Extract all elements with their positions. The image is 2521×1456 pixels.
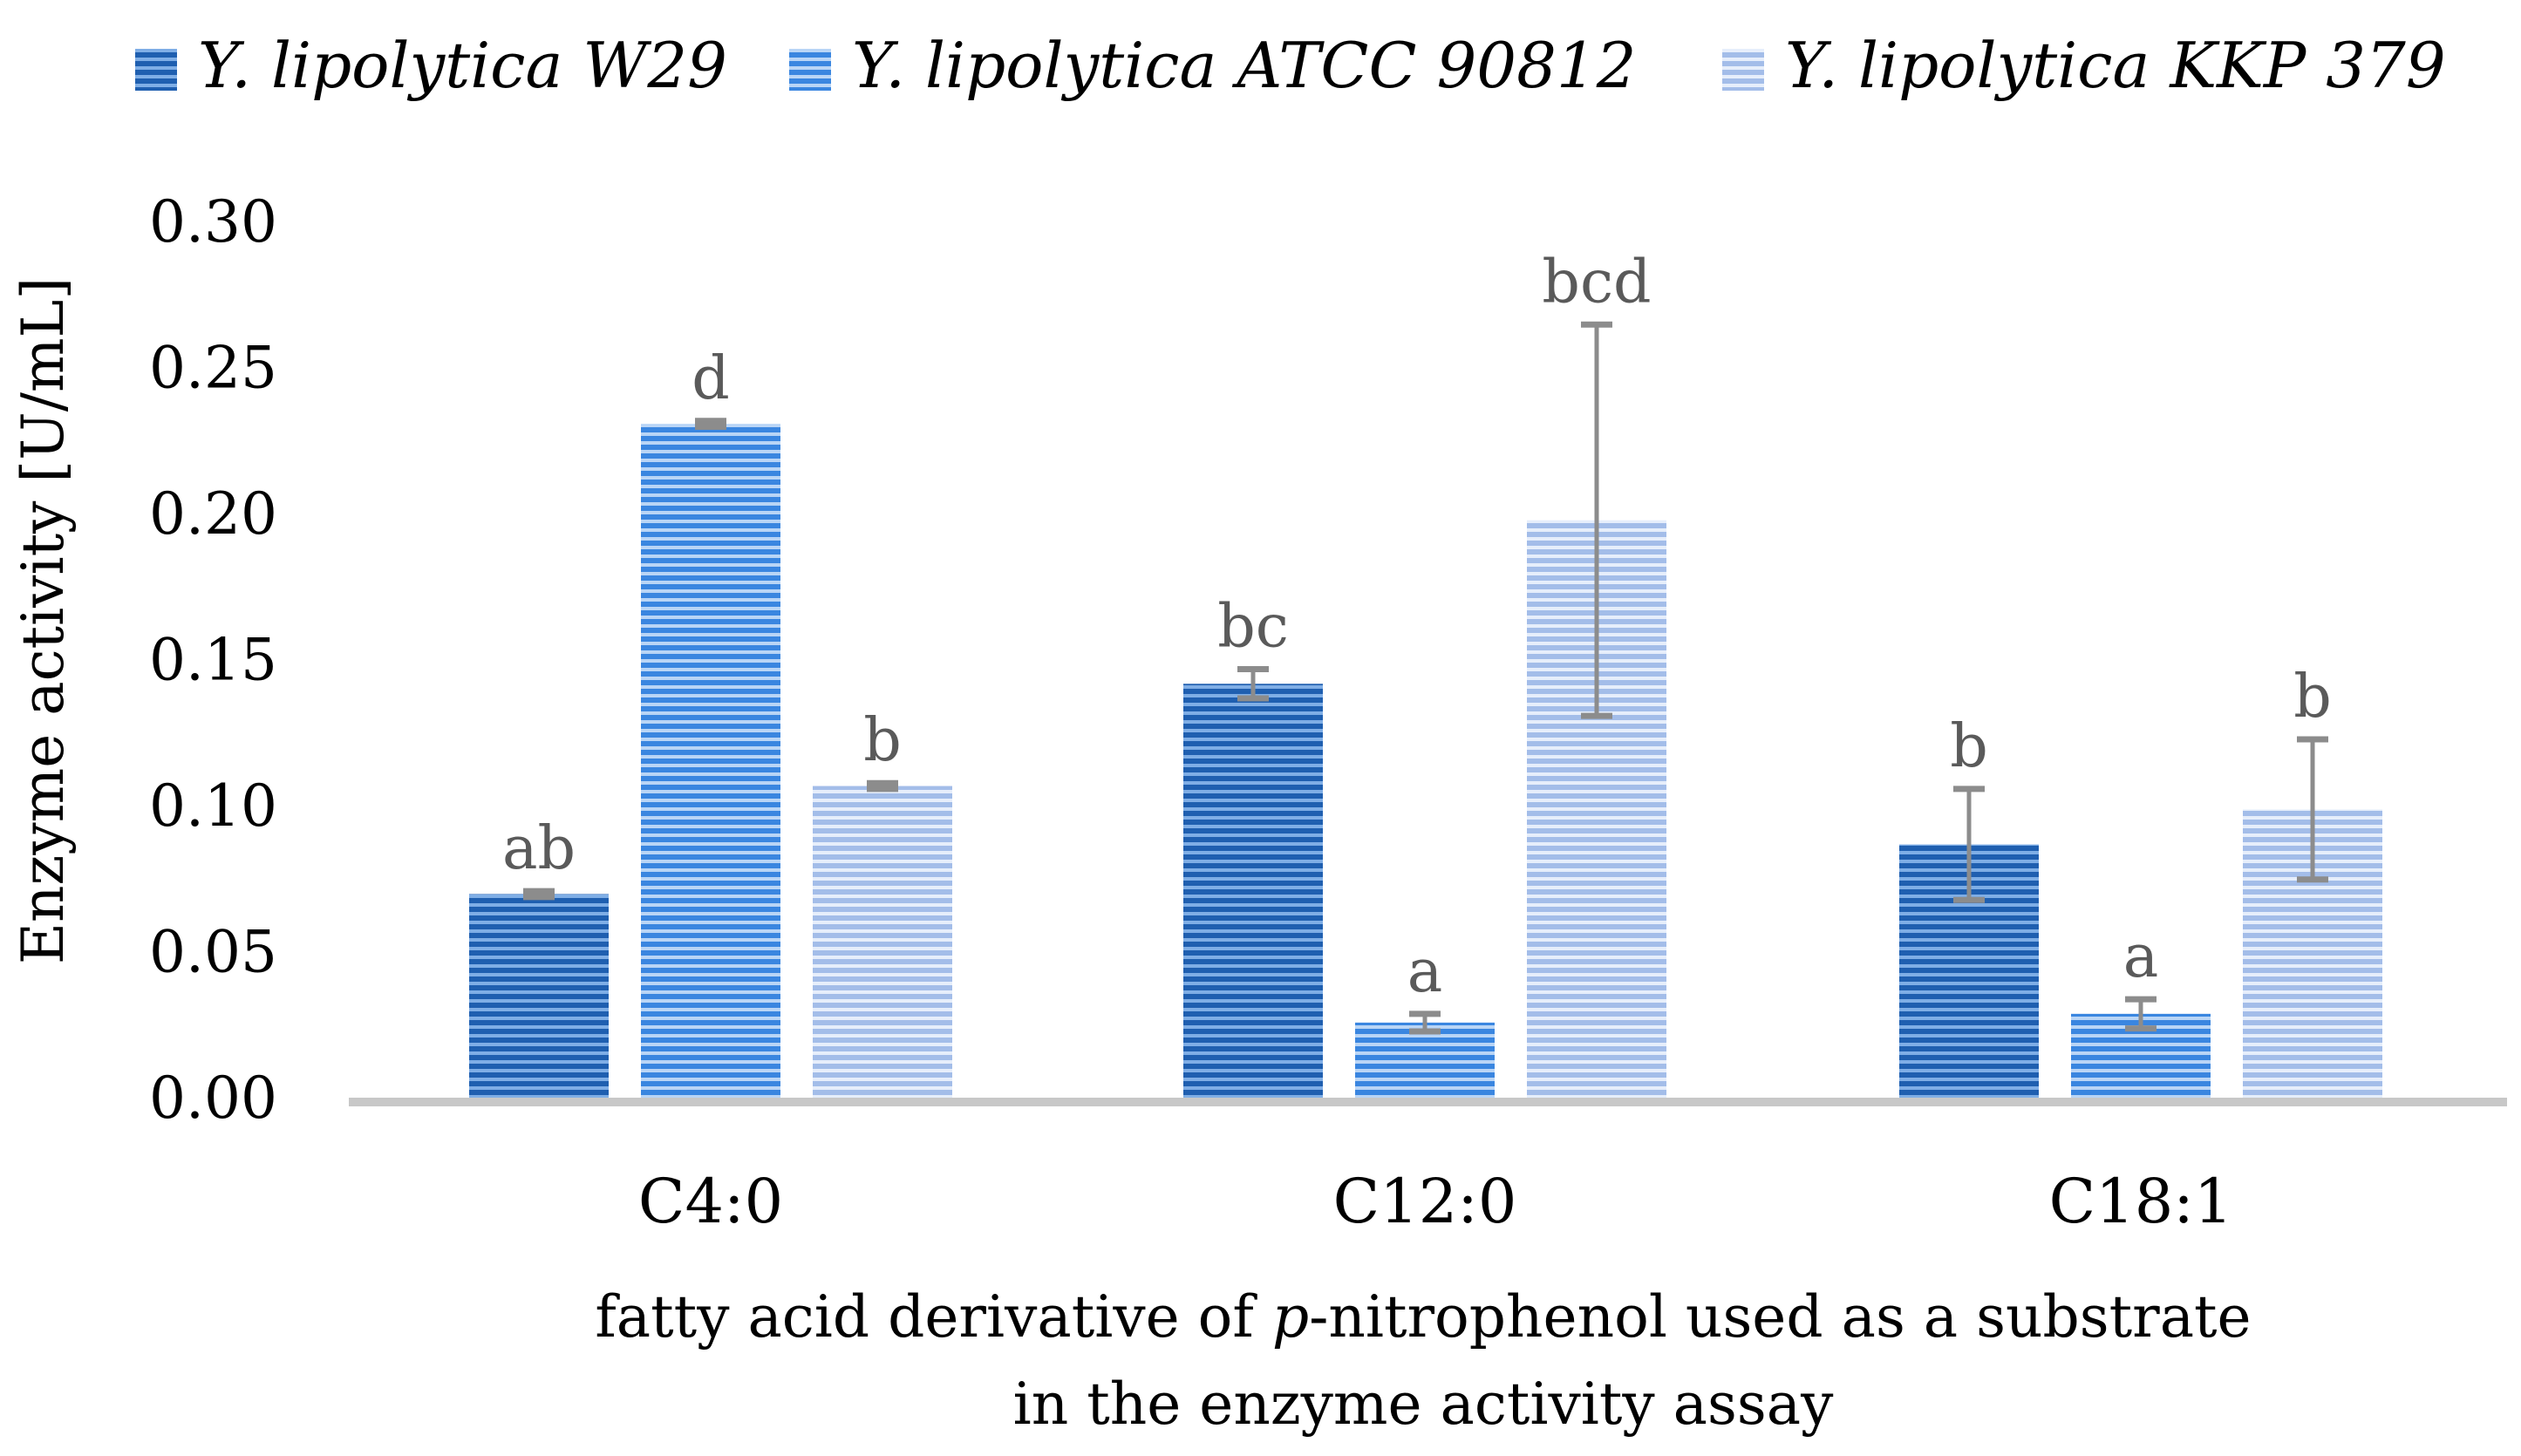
y-tick-label: 0.00 bbox=[149, 1065, 277, 1132]
x-axis-title-line2: in the enzyme activity assay bbox=[1013, 1371, 1834, 1438]
significance-label: bcd bbox=[1542, 248, 1651, 316]
error-bar bbox=[1581, 321, 1612, 719]
significance-label: a bbox=[2123, 922, 2159, 991]
legend-label: Y. lipolytica ATCC 90812 bbox=[852, 29, 1637, 102]
x-tick-label: C4:0 bbox=[638, 1166, 783, 1237]
x-axis-title-part1: fatty acid derivative of bbox=[595, 1283, 1271, 1351]
y-tick-label: 0.30 bbox=[149, 188, 277, 255]
bar bbox=[469, 894, 609, 1099]
legend-item: Y. lipolytica W29 bbox=[135, 29, 727, 102]
legend-swatch bbox=[135, 49, 177, 91]
legend-item: Y. lipolytica KKP 379 bbox=[1722, 29, 2446, 102]
y-tick-label: 0.15 bbox=[149, 627, 277, 694]
bar bbox=[1183, 684, 1323, 1099]
legend: Y. lipolytica W29 Y. lipolytica ATCC 9081… bbox=[135, 29, 2446, 102]
error-bar bbox=[867, 779, 898, 793]
legend-item: Y. lipolytica ATCC 90812 bbox=[789, 29, 1637, 102]
significance-label: ab bbox=[502, 814, 576, 883]
y-axis-title: Enzyme activity [U/mL] bbox=[10, 277, 77, 964]
x-axis-title-line1: fatty acid derivative of p-nitrophenol u… bbox=[595, 1283, 2251, 1351]
error-bar bbox=[695, 418, 726, 430]
error-bar bbox=[523, 888, 555, 901]
bar-group: ab d b bbox=[469, 344, 952, 1099]
y-tick-label: 0.20 bbox=[149, 480, 277, 548]
x-axis-title-italic: p bbox=[1272, 1283, 1309, 1351]
x-axis: C4:0 C12:0 C18:1 bbox=[349, 1098, 2507, 1237]
bar bbox=[641, 424, 780, 1099]
x-tick-label: C18:1 bbox=[2049, 1166, 2233, 1237]
error-bar bbox=[2297, 736, 2328, 883]
error-bar bbox=[1409, 1010, 1441, 1035]
legend-swatch bbox=[789, 49, 831, 91]
y-tick-label: 0.25 bbox=[149, 335, 277, 402]
bar-group: bc a bcd bbox=[1183, 248, 1666, 1099]
significance-label: bc bbox=[1217, 593, 1289, 662]
bar-group: b a b bbox=[1899, 663, 2382, 1099]
y-tick-label: 0.10 bbox=[149, 772, 277, 840]
significance-label: a bbox=[1407, 937, 1443, 1006]
significance-label: b bbox=[2293, 663, 2332, 731]
significance-label: b bbox=[863, 706, 902, 775]
bar bbox=[1355, 1022, 1495, 1099]
x-axis-title-part2: -nitrophenol used as a substrate bbox=[1309, 1283, 2252, 1351]
x-tick-label: C12:0 bbox=[1333, 1166, 1517, 1237]
error-bar bbox=[1953, 786, 1985, 903]
error-bar bbox=[1237, 666, 1269, 702]
legend-label: Y. lipolytica KKP 379 bbox=[1785, 29, 2446, 102]
legend-swatch bbox=[1722, 49, 1764, 91]
legend-label: Y. lipolytica W29 bbox=[198, 29, 727, 102]
significance-label: d bbox=[692, 344, 730, 413]
significance-label: b bbox=[1950, 712, 1988, 781]
bar bbox=[813, 786, 952, 1099]
error-bar bbox=[2125, 996, 2156, 1032]
y-axis: 0.00 0.05 0.10 0.15 0.20 0.25 0.30 bbox=[149, 188, 277, 1132]
y-tick-label: 0.05 bbox=[149, 919, 277, 986]
